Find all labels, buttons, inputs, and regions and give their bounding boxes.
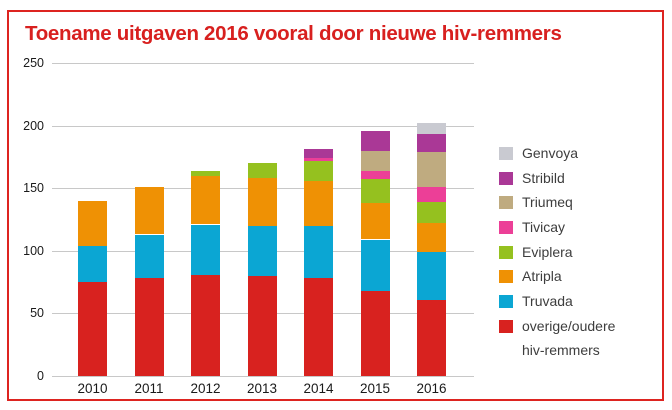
bar-segment-eviplera-2016 [417, 202, 446, 224]
x-axis-label-2016: 2016 [416, 381, 447, 396]
bar-segment-stribild-2015 [360, 130, 390, 151]
bar-segment-tivicay-2016 [417, 186, 446, 202]
y-axis-label-100: 100 [23, 243, 44, 258]
legend-item-triumeq: Triumeq [499, 190, 651, 215]
bar-segment-stribild-2016 [417, 134, 446, 152]
bar-segment-truvada-2011 [134, 234, 164, 279]
legend-swatch-tivicay [499, 220, 513, 234]
gridline-200 [52, 125, 474, 127]
bar-segment-truvada-2012 [191, 224, 220, 275]
bar-segment-overige-oudere-hiv-remmers-2014 [304, 278, 333, 376]
bar-segment-overige-oudere-hiv-remmers-2015 [360, 290, 390, 376]
bar-segment-eviplera-2014 [304, 160, 333, 181]
bar-segment-genvoya-2016 [417, 123, 446, 135]
legend-label-overige-oudere-hiv-remmers: overige/oudere hiv-remmers [522, 317, 616, 359]
legend-swatch-atripla [499, 270, 513, 284]
legend-swatch-overige-oudere-hiv-remmers [499, 319, 513, 333]
bar-segment-truvada-2015 [360, 239, 390, 291]
bar-segment-atripla-2015 [360, 203, 390, 240]
gridline-250 [52, 63, 474, 64]
legend-label-truvada: Truvada [522, 292, 573, 309]
bar-segment-atripla-2014 [304, 180, 333, 226]
legend-label-genvoya: Genvoya [522, 145, 579, 161]
chart-title: Toename uitgaven 2016 vooral door nieuwe… [25, 22, 562, 45]
legend-item-stribild: Stribild [499, 166, 651, 191]
bar-segment-triumeq-2016 [417, 151, 446, 187]
x-axis-label-2014: 2014 [303, 381, 334, 396]
legend: Genvoya Stribild Triumeq Tivicay Eviplera Atr… [499, 141, 651, 363]
legend-swatch-triumeq [499, 196, 513, 210]
bar-segment-truvada-2016 [417, 252, 446, 300]
bar-segment-overige-oudere-hiv-remmers-2010 [78, 282, 107, 376]
legend-item-truvada: Truvada [499, 289, 651, 314]
bar-segment-atripla-2013 [247, 178, 277, 226]
bar-segment-overige-oudere-hiv-remmers-2016 [417, 299, 446, 376]
gridline-0 [52, 376, 474, 377]
bar-segment-triumeq-2015 [360, 150, 390, 171]
bar-segment-atripla-2011 [134, 186, 164, 235]
legend-label-atripla: Atripla [522, 268, 562, 285]
bar-segment-eviplera-2015 [360, 179, 390, 204]
bar-segment-tivicay-2015 [360, 170, 390, 180]
legend-item-eviplera: Eviplera [499, 240, 651, 265]
bar-segment-eviplera-2013 [247, 163, 277, 179]
x-axis-label-2013: 2013 [246, 381, 278, 396]
bar-segment-tivicay-2014 [304, 158, 333, 161]
legend-item-tivicay: Tivicay [499, 215, 651, 240]
bar-segment-overige-oudere-hiv-remmers-2011 [134, 278, 164, 376]
legend-item-overige-oudere-hiv-remmers: overige/oudere hiv-remmers [499, 314, 651, 363]
y-axis-label-50: 50 [30, 306, 44, 321]
legend-label-tivicay: Tivicay [522, 218, 566, 235]
legend-label-eviplera: Eviplera [522, 243, 573, 260]
legend-swatch-truvada [499, 294, 513, 308]
bar-segment-stribild-2014 [304, 149, 333, 159]
bar-segment-atripla-2016 [417, 223, 446, 253]
legend-swatch-stribild [499, 171, 513, 185]
legend-item-atripla: Atripla [499, 264, 651, 289]
legend-item-genvoya: Genvoya [499, 141, 651, 166]
y-axis-label-150: 150 [23, 181, 44, 196]
bar-segment-eviplera-2012 [191, 170, 220, 176]
y-axis-label-250: 250 [23, 56, 44, 70]
x-axis-label-2015: 2015 [359, 381, 391, 396]
y-axis-label-0: 0 [37, 369, 44, 383]
legend-swatch-genvoya [499, 147, 513, 160]
legend-label-triumeq: Triumeq [522, 194, 573, 211]
y-axis-label-200: 200 [23, 118, 44, 133]
x-axis-label-2010: 2010 [77, 381, 108, 396]
bar-segment-atripla-2012 [191, 175, 220, 225]
bar-segment-truvada-2010 [78, 245, 107, 283]
x-axis-label-2011: 2011 [134, 381, 164, 396]
bar-segment-truvada-2014 [304, 225, 333, 279]
bar-segment-overige-oudere-hiv-remmers-2012 [191, 274, 220, 376]
bar-segment-overige-oudere-hiv-remmers-2013 [247, 275, 277, 376]
legend-swatch-eviplera [499, 245, 513, 259]
bar-segment-atripla-2010 [78, 200, 107, 246]
legend-label-stribild: Stribild [522, 169, 565, 186]
x-axis-label-2012: 2012 [190, 381, 221, 396]
bar-segment-truvada-2013 [247, 225, 277, 276]
